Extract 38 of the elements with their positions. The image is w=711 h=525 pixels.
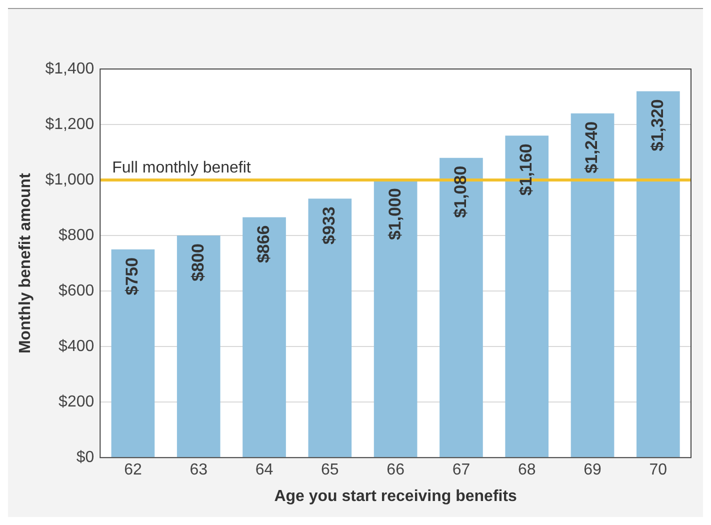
x-tick-label: 68	[518, 462, 536, 479]
bar	[176, 236, 220, 458]
y-tick-label: $600	[58, 282, 94, 300]
x-tick-label: 65	[321, 462, 339, 479]
x-tick-label: 63	[190, 462, 208, 479]
data-label: $866	[254, 225, 273, 264]
x-tick-label: 70	[649, 462, 668, 479]
data-label: $933	[320, 206, 339, 244]
y-tick-label: $400	[58, 338, 94, 355]
bar	[505, 136, 549, 458]
x-tick-label: 64	[255, 462, 274, 479]
y-axis-title: Monthly benefit amount	[17, 172, 34, 354]
data-label: $1,320	[648, 99, 667, 152]
bar	[636, 91, 680, 458]
x-tick-label: 62	[124, 462, 142, 479]
y-tick-label: $1,400	[45, 60, 94, 78]
bar	[308, 198, 352, 458]
data-label: $1,000	[385, 188, 404, 240]
ref-line-label: Full monthly benefit	[112, 159, 252, 176]
bar	[570, 113, 614, 458]
data-label: $800	[188, 244, 208, 282]
bar	[242, 217, 286, 458]
x-tick-label: 69	[584, 462, 602, 479]
x-tick-label: 66	[386, 462, 405, 479]
data-label: $1,080	[450, 166, 470, 218]
bar	[374, 180, 418, 458]
x-tick-label: 67	[452, 462, 470, 479]
y-tick-label: $800	[58, 226, 94, 244]
y-tick-label: $200	[58, 393, 94, 410]
y-tick-label: $0	[76, 449, 94, 466]
y-tick-label: $1,200	[45, 116, 94, 133]
y-tick-label: $1,000	[45, 171, 94, 188]
data-label: $750	[122, 257, 142, 296]
data-label: $1,160	[516, 144, 536, 196]
data-label: $1,240	[582, 121, 602, 174]
x-axis-title: Age you start receiving benefits	[274, 488, 518, 505]
bar	[440, 158, 483, 458]
bar	[111, 249, 155, 458]
